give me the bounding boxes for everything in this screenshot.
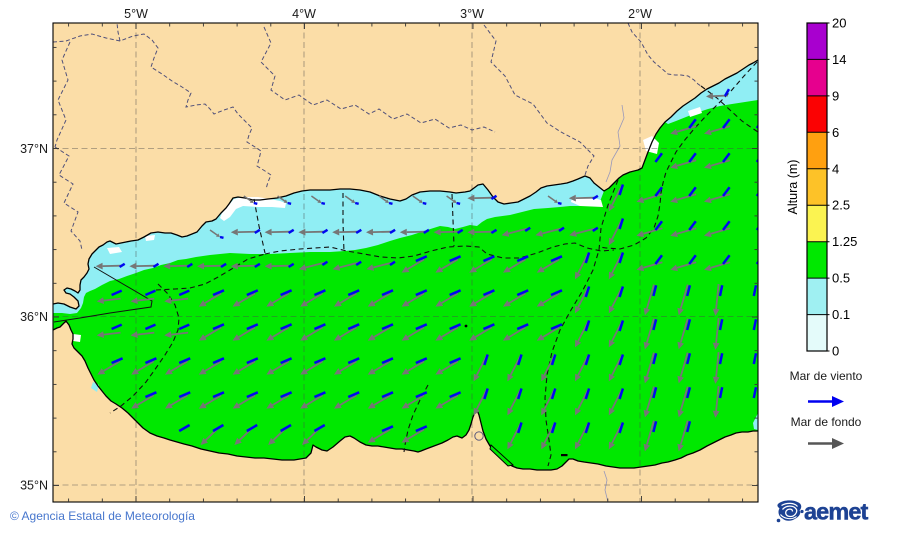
svg-text:0.1: 0.1 [832, 307, 850, 322]
svg-text:20: 20 [832, 16, 846, 31]
svg-text:0: 0 [832, 344, 839, 359]
svg-text:Mar de viento: Mar de viento [790, 369, 863, 383]
svg-text:5°W: 5°W [124, 7, 148, 21]
svg-text:2.5: 2.5 [832, 198, 850, 213]
svg-text:37°N: 37°N [20, 142, 48, 156]
svg-text:36°N: 36°N [20, 310, 48, 324]
svg-text:6: 6 [832, 125, 839, 140]
svg-text:14: 14 [832, 52, 846, 67]
svg-text:1.25: 1.25 [832, 234, 857, 249]
svg-text:35°N: 35°N [20, 479, 48, 493]
svg-text:Altura (m): Altura (m) [786, 160, 800, 215]
svg-text:aemet: aemet [804, 499, 869, 525]
svg-text:4°W: 4°W [292, 7, 316, 21]
svg-text:4: 4 [832, 161, 839, 176]
svg-text:© Agencia Estatal de Meteorolo: © Agencia Estatal de Meteorología [10, 509, 195, 523]
svg-text:Mar de fondo: Mar de fondo [791, 415, 862, 429]
svg-text:2°W: 2°W [628, 7, 652, 21]
svg-text:3°W: 3°W [460, 7, 484, 21]
svg-text:9: 9 [832, 88, 839, 103]
svg-text:0.5: 0.5 [832, 271, 850, 286]
